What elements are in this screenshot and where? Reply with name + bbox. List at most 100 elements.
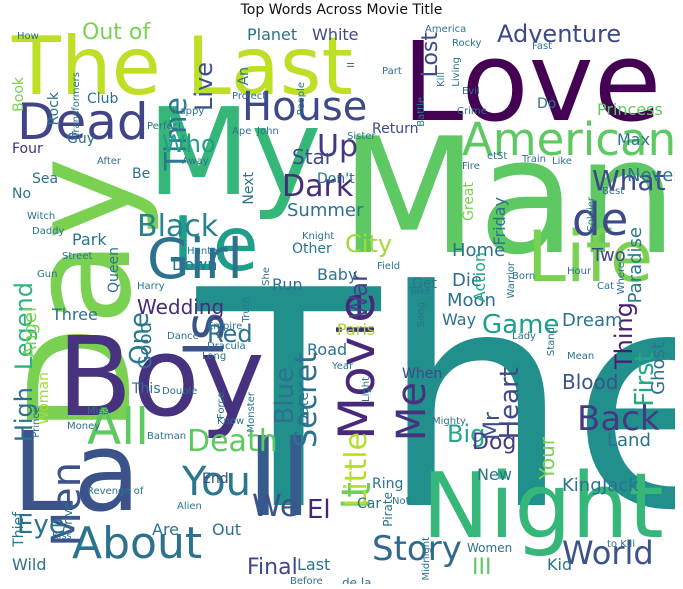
word-empire: Empire (207, 321, 243, 332)
word-no: No (12, 186, 32, 202)
word-next: Next (241, 172, 257, 205)
word-three: Three (52, 305, 98, 324)
word-other: Other (292, 241, 332, 257)
word-an: An (236, 67, 252, 86)
word-summer: Summer (287, 200, 364, 221)
word-death: Death (187, 424, 278, 459)
word-gun: Gun (37, 269, 58, 280)
word-money: Money (67, 421, 101, 432)
word-kill: Kill (436, 72, 447, 87)
word-fire: Fire (462, 161, 480, 172)
word-kid: Kid (547, 555, 573, 574)
word-double: Double (162, 386, 198, 397)
word-project: Project (232, 91, 267, 102)
word-planet: Planet (247, 25, 298, 44)
word-you: You (182, 459, 251, 505)
word-red: Red (207, 320, 253, 348)
word-do: Do (537, 96, 557, 112)
word-princess: Princess (597, 100, 663, 119)
word-city: City (345, 230, 393, 258)
word-park: Park (72, 230, 107, 249)
word-club: Club (87, 91, 119, 107)
word-part: Part (382, 66, 402, 77)
word-drive: Drive (61, 502, 75, 534)
word-take: Take (409, 286, 432, 297)
word-ring: Ring (372, 476, 404, 492)
word-ii: II (247, 413, 312, 541)
word-get: Get (412, 276, 437, 292)
word-el: El (307, 495, 331, 525)
word-four: Four (12, 141, 43, 157)
word-la: La (12, 408, 141, 536)
word-best: Best (602, 186, 625, 197)
word-out: Out (212, 520, 242, 539)
word-friday: Friday (490, 197, 509, 246)
word-hunter: Hunter (187, 246, 222, 257)
word-lost: Lost (418, 32, 443, 78)
word-de: de (572, 193, 629, 246)
word-land: Land (607, 430, 651, 451)
word-eye: Eye (17, 510, 65, 540)
word-wedding: Wedding (137, 295, 225, 319)
word-midnight: Midnight (421, 537, 432, 581)
word-monster: Monster (246, 392, 257, 433)
word-truth: Truth (241, 297, 252, 323)
word-game: Game (482, 310, 560, 340)
word-black: Black (137, 209, 219, 244)
word-guy: Guy (67, 131, 96, 147)
word-about: About (72, 518, 203, 569)
word-dark: Dark (282, 169, 354, 204)
word-alien: Alien (177, 501, 202, 512)
word-night: Night (422, 454, 664, 559)
word-dog: Dog (472, 430, 517, 455)
word-book: Book (11, 77, 27, 112)
chart-title: Top Words Across Movie Title (240, 2, 443, 18)
word-like: Like (552, 156, 572, 167)
word-daddy: Daddy (32, 226, 65, 237)
word-this: This (132, 381, 161, 397)
word-de-la: de la (342, 576, 372, 584)
word-return: Return (372, 121, 419, 137)
word-le: Le (172, 200, 259, 288)
word-end: End (202, 471, 229, 487)
word-miss: Miss (87, 406, 109, 417)
word-road: Road (307, 340, 348, 359)
word-queen: Queen (106, 247, 122, 293)
word-how: How (17, 31, 39, 42)
word-american: American (462, 113, 675, 166)
word-dream: Dream (562, 310, 623, 331)
word-final: Final (247, 555, 298, 580)
word-new: New (477, 465, 512, 484)
word-angel: Angel (20, 307, 41, 359)
word-dead: Dead (17, 93, 149, 151)
word-ghost: Ghost (648, 342, 669, 395)
word-cat: Cat (597, 281, 615, 292)
word-run: Run (272, 275, 303, 294)
word-street: Street (62, 251, 93, 262)
word-long: Long (202, 351, 227, 362)
word-are: Are (152, 520, 180, 539)
word-where: Where (616, 262, 627, 295)
word-batman: Batman (147, 431, 187, 442)
word-america: America (425, 24, 467, 35)
word-what: What (592, 164, 666, 197)
word-who: Who (162, 130, 216, 158)
word-born: Born (512, 271, 536, 282)
word-iii: III (472, 555, 492, 580)
word-knight: Knight (302, 231, 335, 242)
word-white: White (312, 25, 359, 44)
word-last: Last (297, 555, 331, 574)
word-ape: Ape (232, 126, 252, 137)
word-way: Way (442, 310, 477, 329)
word-the: The (197, 227, 675, 576)
word-rock: Rock (46, 92, 62, 126)
word-to-kill: to Kill (607, 539, 636, 550)
word-transformers: Transformers (71, 72, 82, 138)
word-the-last: The Last (12, 22, 353, 113)
word-me: Me (389, 382, 435, 442)
word-before: Before (290, 576, 323, 585)
word-boy: Boy (57, 313, 265, 441)
word-blue: Blue (270, 367, 300, 425)
word-we: We (252, 489, 299, 524)
word-crime: Crime (457, 106, 487, 117)
